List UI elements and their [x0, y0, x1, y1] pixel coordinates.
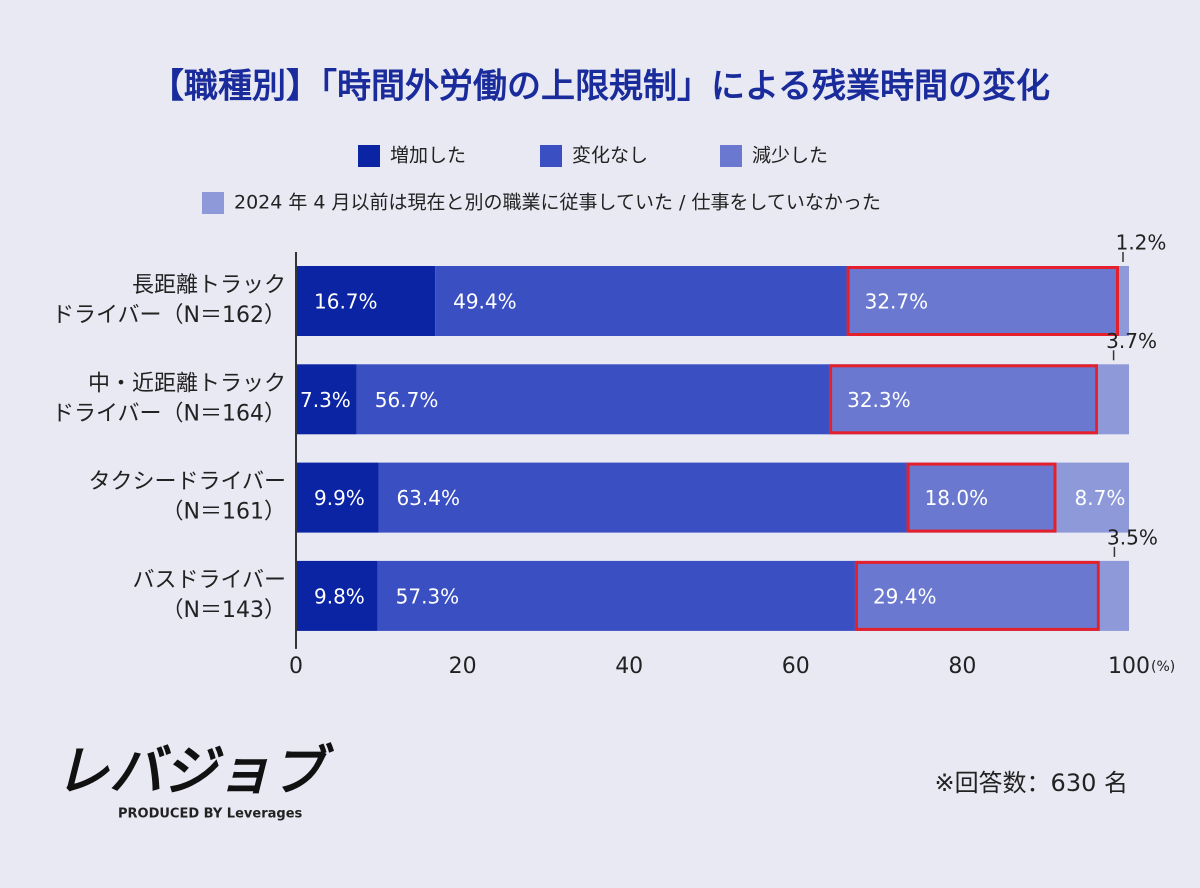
data-label: 9.8%: [314, 584, 365, 608]
data-label: 7.3%: [300, 388, 351, 412]
legend-label: 2024 年 4 月以前は現在と別の職業に従事していた / 仕事をしていなかった: [234, 192, 881, 214]
data-label: 32.7%: [865, 290, 929, 314]
bar-segment: [1098, 364, 1129, 435]
bar-segment: [829, 364, 1099, 435]
data-label: 56.7%: [375, 388, 439, 412]
data-label: 63.4%: [396, 486, 460, 510]
data-label: 16.7%: [314, 290, 378, 314]
bar-segment: [1119, 266, 1129, 336]
x-axis-unit: (%): [1151, 659, 1175, 675]
highlight-box: [846, 266, 1120, 336]
x-tick-label: 40: [615, 654, 643, 679]
data-label: 3.7%: [1106, 329, 1157, 353]
legend-swatch: [358, 145, 380, 167]
x-tick-label: 0: [289, 654, 303, 679]
bar-segment: [296, 560, 378, 631]
y-tick-label: バスドライバー: [132, 568, 286, 593]
highlight-box: [829, 364, 1099, 435]
bar-segment: [356, 364, 830, 435]
y-tick-label: ドライバー（N＝162）: [52, 303, 286, 328]
y-tick-label: 中・近距離トラック: [88, 371, 286, 396]
legend-label: 増加した: [390, 145, 466, 167]
chart-title: 【職種別】「時間外労働の上限規制」による残業時間の変化: [150, 67, 1050, 107]
bar-segment: [906, 462, 1057, 533]
bar-segment: [846, 266, 1120, 336]
logo-tagline: PRODUCED BY Leverages: [118, 807, 303, 822]
y-tick-label: 長距離トラック: [132, 273, 286, 298]
data-label: 8.7%: [1075, 486, 1126, 510]
y-tick-label: （N＝161）: [162, 500, 286, 525]
note: ※回答数：630 名: [934, 769, 1128, 797]
x-tick-label: 60: [782, 654, 810, 679]
legend-swatch: [720, 145, 742, 167]
bar-segment: [296, 266, 436, 336]
bar-segment: [296, 462, 379, 533]
data-label: 29.4%: [873, 584, 937, 608]
data-label: 3.5%: [1107, 525, 1158, 549]
data-label: 18.0%: [925, 486, 989, 510]
legend-swatch: [202, 192, 224, 214]
x-tick-label: 100: [1108, 654, 1150, 679]
highlight-box: [906, 462, 1057, 533]
bar-segment: [296, 364, 357, 435]
logo: レバジョブ: [55, 740, 334, 803]
legend-label: 変化なし: [572, 145, 648, 167]
data-label: 1.2%: [1116, 231, 1167, 255]
highlight-box: [854, 560, 1100, 631]
x-tick-label: 20: [449, 654, 477, 679]
y-tick-label: タクシードライバー: [88, 470, 286, 495]
bar-segment: [378, 462, 907, 533]
legend-swatch: [540, 145, 562, 167]
data-label: 49.4%: [453, 290, 517, 314]
legend-label: 減少した: [752, 145, 828, 167]
data-label: 9.9%: [314, 486, 365, 510]
bar-segment: [377, 560, 855, 631]
data-label: 32.3%: [847, 388, 911, 412]
bar-segment: [1099, 560, 1129, 631]
y-tick-label: ドライバー（N＝164）: [52, 401, 286, 426]
bar-segment: [1056, 462, 1129, 533]
y-tick-label: （N＝143）: [162, 598, 286, 623]
bar-segment: [435, 266, 847, 336]
x-tick-label: 80: [948, 654, 976, 679]
data-label: 57.3%: [396, 584, 460, 608]
bar-segment: [854, 560, 1100, 631]
